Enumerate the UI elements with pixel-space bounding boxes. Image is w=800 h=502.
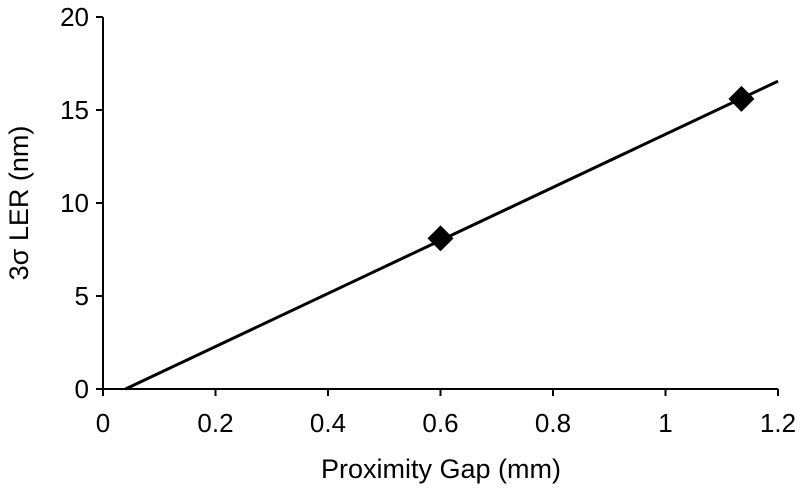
x-tick-label: 1.2 (760, 408, 796, 438)
x-tick-label: 0.6 (422, 408, 458, 438)
y-tick-label: 15 (60, 95, 89, 125)
x-tick-label: 0 (96, 408, 110, 438)
y-tick-label: 20 (60, 2, 89, 32)
x-tick-label: 0.4 (310, 408, 346, 438)
y-tick-label: 10 (60, 188, 89, 218)
trendline (124, 79, 779, 391)
x-axis-title: Proximity Gap (mm) (321, 454, 561, 484)
plot-area (102, 17, 779, 391)
x-tick-label: 1 (658, 408, 672, 438)
x-axis-ticks: 0 0.2 0.4 0.6 0.8 1 1.2 (96, 389, 796, 438)
data-point (728, 85, 755, 112)
y-tick-label: 5 (75, 281, 89, 311)
y-axis-ticks: 0 5 10 15 20 (60, 2, 103, 404)
y-axis-title: 3σ LER (nm) (4, 126, 34, 281)
y-tick-label: 0 (75, 374, 89, 404)
data-point (427, 225, 454, 252)
x-tick-label: 0.8 (535, 408, 571, 438)
x-tick-label: 0.2 (197, 408, 233, 438)
